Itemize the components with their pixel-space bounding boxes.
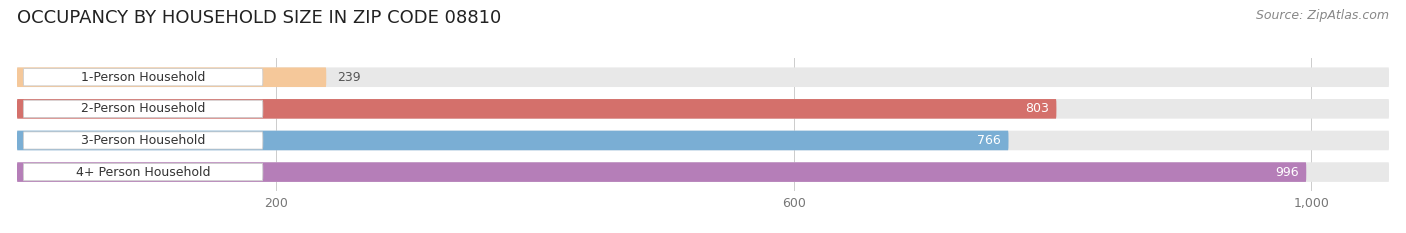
FancyBboxPatch shape (17, 99, 1056, 119)
FancyBboxPatch shape (24, 164, 263, 181)
Text: 3-Person Household: 3-Person Household (82, 134, 205, 147)
FancyBboxPatch shape (17, 67, 1389, 87)
FancyBboxPatch shape (17, 67, 326, 87)
Text: 4+ Person Household: 4+ Person Household (76, 166, 211, 178)
Text: 996: 996 (1275, 166, 1299, 178)
FancyBboxPatch shape (17, 131, 1008, 150)
FancyBboxPatch shape (17, 162, 1389, 182)
Text: 766: 766 (977, 134, 1001, 147)
FancyBboxPatch shape (17, 131, 1389, 150)
Text: 803: 803 (1025, 102, 1049, 115)
FancyBboxPatch shape (24, 69, 263, 86)
Text: Source: ZipAtlas.com: Source: ZipAtlas.com (1256, 9, 1389, 22)
FancyBboxPatch shape (24, 132, 263, 149)
Text: 2-Person Household: 2-Person Household (82, 102, 205, 115)
FancyBboxPatch shape (17, 162, 1306, 182)
Text: OCCUPANCY BY HOUSEHOLD SIZE IN ZIP CODE 08810: OCCUPANCY BY HOUSEHOLD SIZE IN ZIP CODE … (17, 9, 501, 27)
Text: 239: 239 (336, 71, 360, 84)
FancyBboxPatch shape (24, 100, 263, 117)
FancyBboxPatch shape (17, 99, 1389, 119)
Text: 1-Person Household: 1-Person Household (82, 71, 205, 84)
